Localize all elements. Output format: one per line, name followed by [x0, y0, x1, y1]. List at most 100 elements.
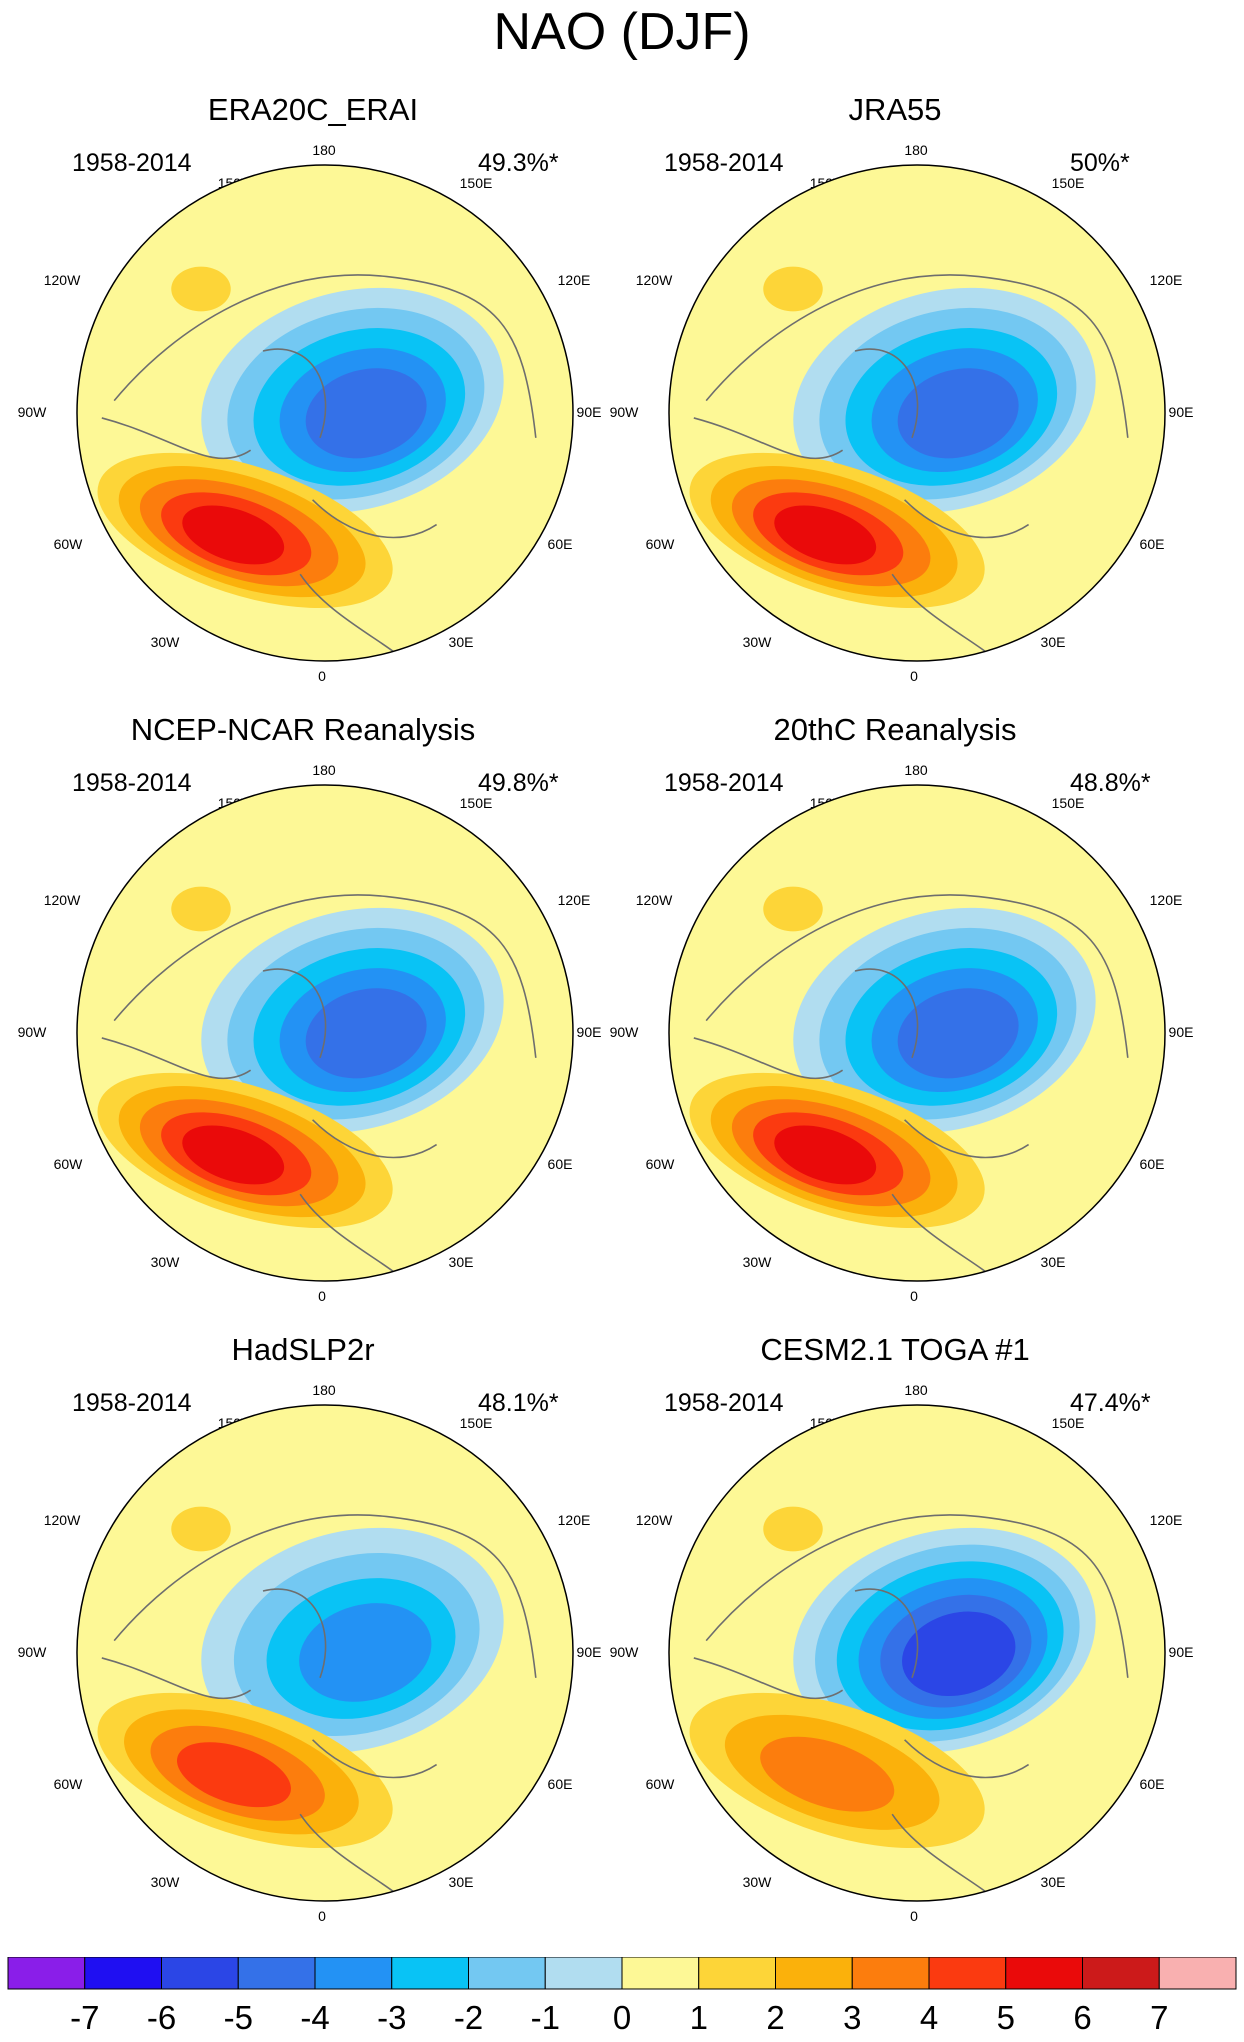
anomaly-contour-positive [171, 886, 231, 932]
map-panel: NCEP-NCAR Reanalysis 1958-2014 49.8%* 180 15… [0, 620, 622, 1304]
longitude-label: 180 [312, 762, 336, 778]
longitude-label: 60W [645, 536, 675, 552]
map-border [668, 784, 1166, 1282]
colorbar-swatch [237, 1957, 316, 1990]
map-border [76, 1404, 574, 1902]
longitude-label: 60W [53, 1776, 83, 1792]
coastline [693, 274, 1129, 657]
panel-period: 1958-2014 [664, 149, 784, 177]
panel-title: NCEP-NCAR Reanalysis [130, 712, 476, 747]
colorbar-label: 3 [843, 1999, 861, 2036]
longitude-label: 120W [635, 272, 673, 288]
longitude-label: 60W [53, 1156, 83, 1172]
longitude-label: 90E [1168, 404, 1194, 420]
anomaly-contour-positive [182, 505, 285, 565]
colorbar-swatch [775, 1957, 853, 1990]
anomaly-contour-positive [763, 886, 823, 932]
longitude-label: 60E [547, 536, 573, 552]
longitude-label: 60E [1139, 1156, 1165, 1172]
polar-map [668, 164, 1166, 662]
longitude-label: 30E [448, 634, 474, 650]
colorbar-label: 6 [1073, 1999, 1091, 2036]
anomaly-contour-negative [897, 988, 1019, 1079]
colorbar-swatch [84, 1957, 162, 1990]
longitude-label: 150E [1051, 175, 1085, 191]
longitude-label: 90W [17, 1024, 47, 1040]
colorbar-label: 7 [1150, 1999, 1168, 2036]
anomaly-contour-positive [182, 1125, 285, 1185]
longitude-label: 30E [1040, 1254, 1066, 1270]
colorbar-label: 4 [920, 1999, 938, 2036]
longitude-label: 120W [43, 892, 81, 908]
longitude-label: 120E [557, 892, 591, 908]
longitude-label: 90E [576, 1024, 602, 1040]
polar-map [668, 1404, 1166, 1902]
map-border [668, 1404, 1166, 1902]
anomaly-contour-positive [774, 505, 877, 565]
longitude-label: 30E [448, 1254, 474, 1270]
longitude-label: 120W [635, 1512, 673, 1528]
coastline [693, 894, 1129, 1277]
longitude-label: 60E [547, 1776, 573, 1792]
longitude-label: 30E [1040, 1874, 1066, 1890]
longitude-label: 90E [576, 404, 602, 420]
panel-period: 1958-2014 [72, 149, 192, 177]
colorbar-label: -4 [300, 1999, 329, 2036]
anomaly-contour-negative [897, 368, 1019, 459]
panel-variance: 48.1%* [478, 1389, 559, 1417]
panel-title: JRA55 [848, 92, 942, 127]
longitude-label: 0 [910, 668, 918, 684]
colorbar-label: 5 [997, 1999, 1015, 2036]
anomaly-contour-positive [760, 1736, 895, 1812]
longitude-label: 30W [742, 1254, 772, 1270]
longitude-label: 120W [43, 1512, 81, 1528]
longitude-label: 150E [1051, 795, 1085, 811]
longitude-label: 30E [1040, 634, 1066, 650]
polar-map [76, 1404, 574, 1902]
map-panel: HadSLP2r1958-201448.1%*180150W150E120W12… [0, 1240, 622, 1924]
figure-title: NAO (DJF) [493, 3, 751, 61]
colorbar-swatch [161, 1957, 239, 1990]
longitude-label: 180 [904, 1382, 928, 1398]
longitude-label: 0 [910, 1288, 918, 1304]
longitude-label: 90W [609, 404, 639, 420]
longitude-label: 180 [904, 762, 928, 778]
panel-title: HadSLP2r [231, 1332, 375, 1367]
longitude-label: 150E [459, 1415, 493, 1431]
longitude-label: 60E [547, 1156, 573, 1172]
colorbar-label: 0 [613, 1999, 631, 2036]
colorbar-label: -3 [377, 1999, 406, 2036]
map-border [76, 784, 574, 1282]
longitude-label: 0 [318, 1908, 326, 1924]
colorbar-label: -2 [454, 1999, 483, 2036]
longitude-label: 90W [17, 1644, 47, 1660]
longitude-label: 180 [312, 1382, 336, 1398]
panel-variance: 48.8%* [1070, 769, 1151, 797]
longitude-label: 90W [17, 404, 47, 420]
longitude-label: 30W [150, 1874, 180, 1890]
longitude-label: 60E [1139, 536, 1165, 552]
colorbar-label: 1 [690, 1999, 708, 2036]
colorbar-label: -1 [531, 1999, 560, 2036]
longitude-label: 120E [1149, 1512, 1183, 1528]
anomaly-contour-positive [171, 266, 231, 312]
polar-map [76, 164, 574, 662]
anomaly-contour-negative [305, 368, 427, 459]
coastline [101, 894, 537, 1277]
anomaly-contour-positive [763, 266, 823, 312]
panel-period: 1958-2014 [664, 769, 784, 797]
map-border [668, 164, 1166, 662]
panel-variance: 47.4%* [1070, 1389, 1151, 1417]
longitude-label: 180 [312, 142, 336, 158]
colorbar-swatch [1082, 1957, 1160, 1990]
longitude-label: 150E [459, 175, 493, 191]
longitude-label: 90E [1168, 1024, 1194, 1040]
colorbar-swatch [1158, 1957, 1237, 1990]
longitude-label: 60W [645, 1776, 675, 1792]
longitude-label: 60W [53, 536, 83, 552]
map-border [76, 164, 574, 662]
longitude-label: 90E [1168, 1644, 1194, 1660]
map-panel: ERA20C_ERAI1958-201449.3%*180150W150E120… [0, 0, 622, 684]
longitude-label: 30E [448, 1874, 474, 1890]
colorbar-swatch [928, 1957, 1007, 1990]
